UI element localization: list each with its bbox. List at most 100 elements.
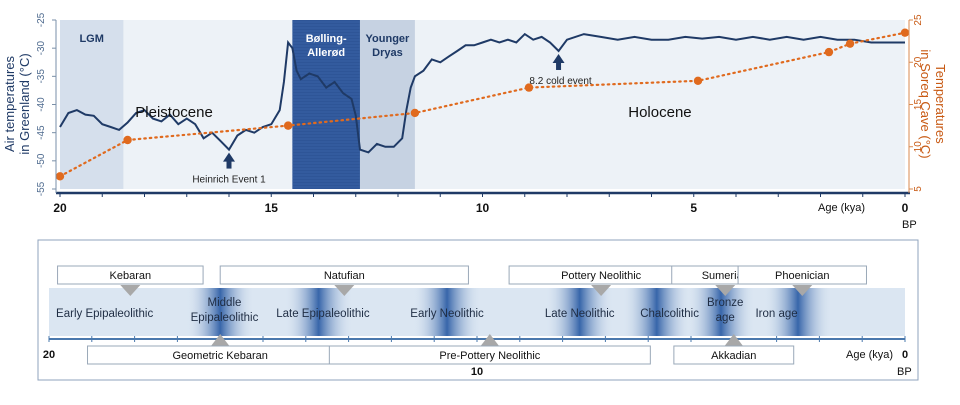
data-point-soreq xyxy=(123,135,132,145)
epoch-label: Pleistocene xyxy=(135,104,213,121)
period-transition xyxy=(686,288,755,336)
timeline-frame xyxy=(37,239,919,381)
y-tick-label-left: -25 xyxy=(36,12,47,27)
period-transition xyxy=(284,288,353,336)
period-transition xyxy=(545,288,614,336)
period-label: Younger xyxy=(366,33,411,45)
period-label: Epipaleolithic xyxy=(191,312,259,324)
period-label: Late Epipaleolithic xyxy=(276,308,370,320)
annotation-arrow-shaft xyxy=(226,160,232,169)
right-axis-title: Temperaturesin Soreq Cave (°C) xyxy=(918,49,948,158)
period-label: LGM xyxy=(79,33,103,45)
timeline-x-axis-suffix: BP xyxy=(897,366,912,378)
y-tick-label-right: 25 xyxy=(913,14,924,26)
timeline-tick-label: 10 xyxy=(471,366,483,378)
y-tick-label-left: -55 xyxy=(36,181,47,196)
culture-label-bottom: Pre-Pottery Neolithic xyxy=(439,350,540,362)
x-tick-label: 15 xyxy=(265,201,279,215)
y-tick-label-right: 15 xyxy=(913,99,924,111)
data-point-soreq xyxy=(824,47,834,57)
culture-label-top: Sumerian xyxy=(702,270,749,282)
culture-pointer-top xyxy=(792,285,813,296)
cultural-timeline: Early Epipaleolithic Middle Epipaleolithic… xyxy=(37,239,919,381)
x-tick-label: 20 xyxy=(53,201,67,215)
data-point-soreq xyxy=(524,83,534,92)
annotation-arrow-shaft xyxy=(556,61,562,70)
series-line-greenland xyxy=(59,32,905,154)
y-axis-label-right: Temperaturesin Soreq Cave (°C) xyxy=(918,49,948,158)
y-tick-label-left: -40 xyxy=(36,97,47,112)
timeline-tick-label: 0 xyxy=(902,349,908,361)
culture-box-bottom xyxy=(673,345,795,365)
period-transition xyxy=(764,288,832,336)
culture-box-top xyxy=(219,265,469,285)
left-axis-title: Air temperaturesin Greenland (°C) xyxy=(2,53,32,154)
data-point-soreq xyxy=(845,39,855,48)
data-point-soreq xyxy=(693,76,703,86)
culture-pointer-top xyxy=(715,285,736,296)
period-label: Bronze xyxy=(707,297,743,309)
y-tick-label-left: -50 xyxy=(36,153,47,168)
data-point-soreq xyxy=(55,172,65,181)
y-tick-label-left: -45 xyxy=(36,125,47,140)
y-tick-label-right: 20 xyxy=(913,56,924,68)
data-point-soreq xyxy=(410,108,420,118)
annotation-label: Heinrich Event 1 xyxy=(192,175,266,186)
y-axis-label-right-line1: Temperatures xyxy=(933,64,948,144)
y-axis-label-left-line1: Air temperatures xyxy=(2,55,17,152)
epoch-label: Holocene xyxy=(628,104,691,121)
period-band-1 xyxy=(292,20,360,189)
y-axis-label-left: Air temperaturesin Greenland (°C) xyxy=(2,53,32,154)
culture-pointer-top xyxy=(120,285,141,296)
culture-label-top: Phoenician xyxy=(775,270,829,282)
culture-label-top: Kebaran xyxy=(110,270,152,282)
period-transition xyxy=(622,288,691,336)
period-label: Dryas xyxy=(372,47,403,59)
x-axis-suffix: BP xyxy=(902,219,917,231)
culture-box-top xyxy=(737,265,867,285)
period-label: Early Neolithic xyxy=(410,308,484,320)
culture-box-bottom xyxy=(328,345,651,365)
period-label: Allerød xyxy=(307,47,345,59)
x-tick-label: 10 xyxy=(476,201,490,215)
y-tick-label-left: -30 xyxy=(36,41,47,56)
period-band-2 xyxy=(359,20,415,189)
period-transition xyxy=(413,288,482,336)
culture-label-bottom: Akkadian xyxy=(711,350,756,362)
plot-background xyxy=(60,20,905,189)
culture-pointer-bottom xyxy=(210,334,231,347)
culture-pointer-top xyxy=(591,285,612,296)
y-tick-label-right: 5 xyxy=(913,186,924,192)
culture-pointer-bottom xyxy=(723,334,744,347)
period-transition xyxy=(186,288,255,336)
period-label: Middle xyxy=(208,297,242,309)
period-label: Bølling- xyxy=(306,33,347,45)
culture-label-top: Natufian xyxy=(324,270,365,282)
period-label: Early Epipaleolithic xyxy=(56,308,153,320)
y-tick-label-right: 10 xyxy=(913,141,924,153)
culture-label-bottom: Geometric Kebaran xyxy=(173,350,268,362)
data-point-soreq xyxy=(900,28,910,37)
culture-box-top xyxy=(57,265,204,285)
data-point-soreq xyxy=(283,121,293,130)
culture-pointer-bottom xyxy=(479,334,500,347)
period-label: age xyxy=(716,312,735,324)
x-tick-label: 0 xyxy=(902,201,909,215)
annotation-arrow-head xyxy=(223,152,235,162)
annotation-label: 8.2 cold event xyxy=(529,76,591,87)
timeline-tick-label: 20 xyxy=(43,349,55,361)
y-axis-label-right-line2: in Soreq Cave (°C) xyxy=(918,49,933,158)
y-tick-label-left: -35 xyxy=(36,69,47,84)
period-label: Iron age xyxy=(755,308,797,320)
x-tick-label: 5 xyxy=(690,201,697,215)
timeline-x-axis-label: Age (kya) xyxy=(846,349,893,361)
culture-label-top: Pottery Neolithic xyxy=(561,270,642,282)
y-axis-label-left-line2: in Greenland (°C) xyxy=(17,53,32,154)
annotation-arrow-head xyxy=(552,53,565,63)
period-label: Late Neolithic xyxy=(545,308,615,320)
period-band-0 xyxy=(60,20,124,189)
climate-chart: LGM Bølling- Allerød Younger Dryas Pleistoce… xyxy=(36,12,924,231)
culture-pointer-top xyxy=(334,285,355,296)
x-axis-label: Age (kya) xyxy=(818,202,865,214)
